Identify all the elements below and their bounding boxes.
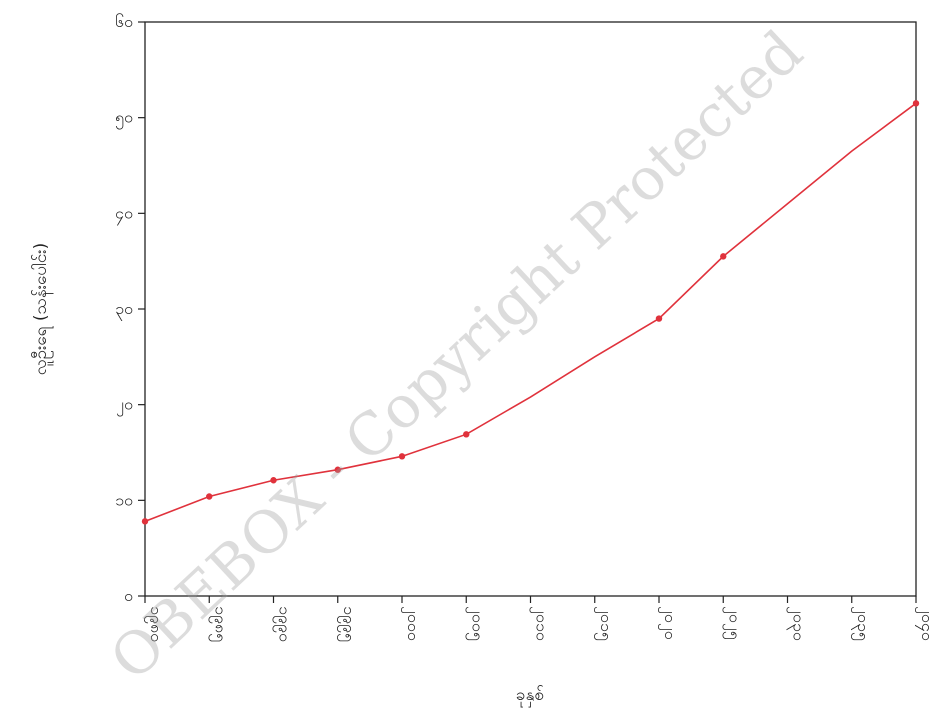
watermark: OBEBOX - Copyright Protected <box>97 17 815 693</box>
x-tick-label: ၂၀၃၅ <box>851 606 873 641</box>
data-point <box>334 466 341 473</box>
series-layer <box>141 100 920 525</box>
data-point <box>398 453 406 460</box>
data-point <box>720 253 727 260</box>
data-point <box>912 100 920 107</box>
x-tick-label: ၁၉၉၅ <box>337 606 359 642</box>
y-axis-ticks: ၀ ၁၀ ၂၀ ၃၀ ၄၀ ၅၀ ၆၀ <box>115 12 145 605</box>
x-tick-label: ၂၀၂၅ <box>722 606 744 640</box>
data-point <box>141 518 149 525</box>
data-point <box>463 431 470 438</box>
y-tick-label: ၀ <box>124 586 133 605</box>
x-tick-label: ၂၀၀၅ <box>465 606 487 641</box>
data-point <box>206 493 213 500</box>
x-tick-label: ၂၀၃၀ <box>787 606 809 641</box>
y-tick-label: ၅၀ <box>115 108 133 130</box>
y-tick-label: ၃၀ <box>115 299 133 321</box>
y-axis-title: လူဦးရေ (သန်းပေါင်း) <box>30 243 54 376</box>
x-axis-title: ခုနှစ် <box>516 685 544 708</box>
x-tick-label: ၂၀၀၀ <box>401 606 423 641</box>
y-tick-label: ၄၀ <box>115 203 133 225</box>
x-tick-label: ၂၀၄၀ <box>915 606 931 641</box>
x-axis-ticks: ၁၉၈၀ ၁၉၈၅ ၁၉၉၀ ၁၉၉၅ ၂၀၀၀ ၂၀၀၅ ၂၀၁၀ ၂၀၁၅ ၂၀၂၀ ၂၀၂၅… <box>144 596 931 642</box>
x-tick-label: ၂၀၁၅ <box>594 606 616 641</box>
x-tick-label: ၂၀၂၀ <box>658 606 680 640</box>
x-tick-label: ၁၉၈၅ <box>208 606 230 642</box>
y-tick-label: ၆၀ <box>115 12 133 31</box>
x-tick-label: ၁၉၈၀ <box>144 606 166 642</box>
data-point <box>270 477 277 484</box>
x-tick-label: ၁၉၉၀ <box>273 606 295 642</box>
y-tick-label: ၁၀ <box>115 490 133 509</box>
x-tick-label: ၂၀၁၀ <box>530 606 552 641</box>
data-point <box>655 315 663 322</box>
y-tick-label: ၂၀ <box>116 395 133 417</box>
